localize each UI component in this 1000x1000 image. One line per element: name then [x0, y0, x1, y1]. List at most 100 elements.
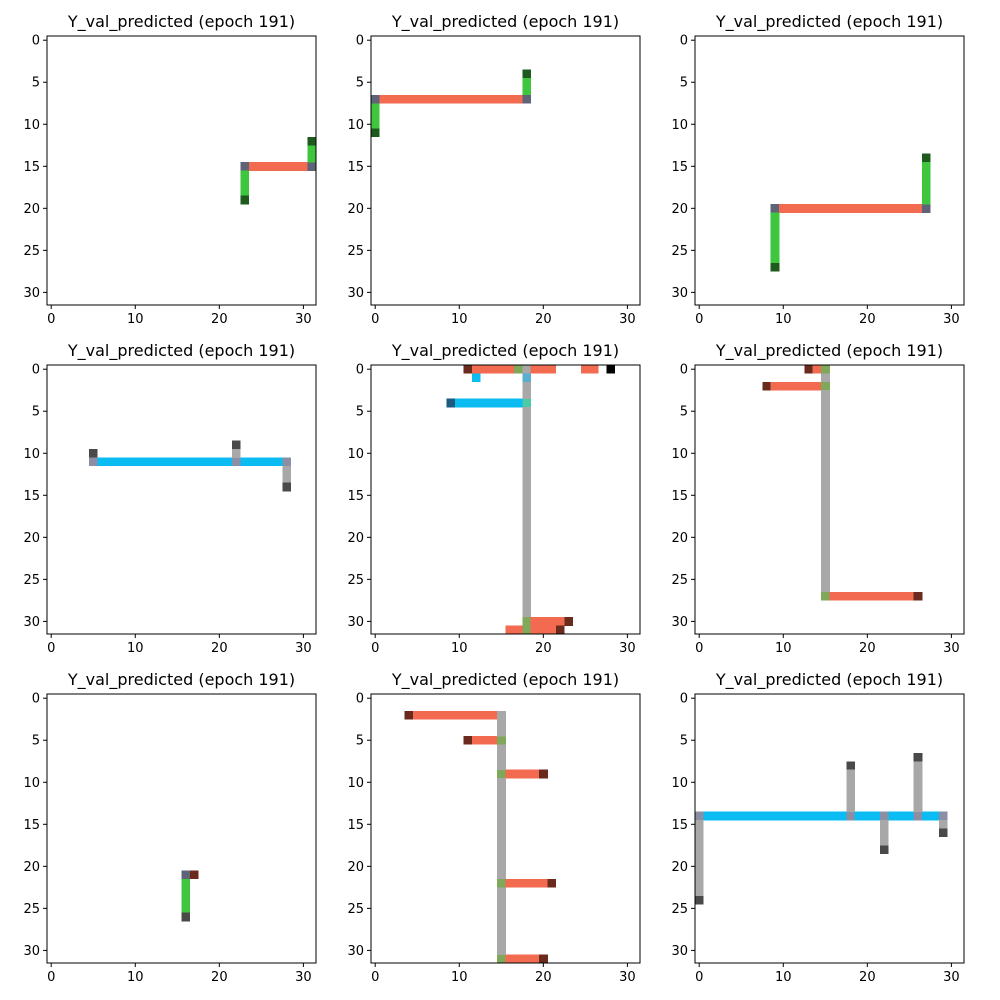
chart-7-xtick-label-1: 10: [451, 970, 468, 985]
chart-5-cell-40: [854, 591, 864, 601]
chart-1-title: Y_val_predicted (epoch 191): [391, 12, 619, 32]
chart-2-xtick-label-2: 20: [859, 312, 876, 327]
chart-8-cell-15: [821, 811, 830, 821]
chart-5-title: Y_val_predicted (epoch 191): [715, 341, 943, 361]
chart-7-cell-16: [497, 736, 506, 745]
chart-3-cell-12: [181, 457, 191, 467]
chart-4-ytick-label-5: 25: [347, 573, 364, 588]
chart-2-cell-3: [795, 204, 805, 213]
chart-8-ytick-label-6: 30: [671, 944, 688, 959]
chart-4-cell-5: [505, 365, 515, 374]
chart-4-cell-47: [522, 566, 532, 576]
chart-4-xtick-label-3: 30: [619, 641, 636, 656]
chart-1-cell-7: [429, 94, 439, 104]
chart-3-cell-7: [139, 457, 149, 467]
chart-7-cell-51: [497, 862, 506, 871]
chart-7-cell-30: [497, 954, 506, 964]
chart-8-axes-frame: [694, 693, 965, 964]
chart-6-ytick-label-3: 15: [23, 818, 40, 833]
chart-3-cell-20: [248, 457, 258, 467]
chart-2-cell-21: [770, 229, 780, 239]
chart-6-cell-4: [181, 895, 191, 905]
chart-7-cell-19: [513, 769, 523, 779]
chart-8-cell-51: [913, 794, 923, 804]
chart-8-cell-58: [938, 828, 948, 838]
chart-1-xtick-label-2: 20: [535, 312, 552, 327]
chart-5-xtick-label-2: 20: [859, 641, 876, 656]
chart-3-cell-17: [223, 457, 233, 467]
chart-4-cell-31: [522, 432, 532, 441]
chart-8-cell-39: [695, 895, 704, 905]
chart-4-cell-38: [522, 491, 532, 500]
chart-2-cell-25: [770, 262, 780, 272]
chart-5-cell-23: [821, 482, 830, 492]
chart-4-cell-30: [522, 423, 532, 433]
chart-7-ytick-label-3: 15: [347, 818, 364, 833]
chart-3-ytick-label-4: 20: [23, 531, 40, 546]
chart-7-cell-22: [539, 769, 548, 779]
chart-7-cell-57: [497, 920, 506, 930]
chart-1-ytick-label-5: 25: [347, 244, 364, 259]
chart-8-cell-13: [804, 811, 813, 821]
chart-7-ytick-label-0: 0: [356, 692, 364, 707]
chart-2-cell-19: [770, 212, 780, 222]
chart-7-cell-48: [497, 836, 506, 846]
chart-0-cell-5: [282, 162, 292, 171]
chart-5-ytick-label-5: 25: [671, 573, 688, 588]
chart-6-cell-0: [181, 870, 191, 880]
chart-6-xtick-label-2: 20: [211, 970, 228, 985]
chart-7-cell-27: [530, 878, 540, 888]
chart-2-cell-31: [921, 195, 931, 205]
chart-5-cell-32: [821, 558, 830, 568]
chart-4-ytick-label-1: 5: [356, 405, 364, 420]
chart-5-ytick-label-0: 0: [680, 363, 688, 378]
chart-4-panel: Y_val_predicted (epoch 191) 0 10 20 30 0 5 10 15…: [347, 341, 641, 656]
chart-4-cell-44: [522, 541, 532, 551]
chart-7-cell-50: [497, 853, 506, 863]
chart-7-title: Y_val_predicted (epoch 191): [391, 670, 619, 690]
chart-8-cell-24: [896, 811, 906, 821]
chart-4-cell-60: [513, 625, 523, 635]
chart-4-cell-1: [471, 365, 481, 374]
chart-1-cell-17: [513, 94, 523, 104]
chart-1-axes-frame: [370, 35, 641, 306]
chart-8-ytick-label-1: 5: [680, 734, 688, 749]
chart-4-cell-51: [522, 600, 532, 610]
chart-8-ytick-label-3: 15: [671, 818, 688, 833]
chart-5-cell-17: [821, 432, 830, 441]
chart-8-cell-33: [695, 845, 704, 855]
chart-5-cell-4: [770, 381, 780, 391]
chart-8-cell-9: [770, 811, 780, 821]
chart-3-cell-16: [215, 457, 224, 467]
chart-2-cell-9: [846, 204, 856, 213]
chart-3-cell-0: [89, 449, 98, 458]
chart-2-cell-0: [770, 204, 780, 213]
chart-1-cell-18: [522, 94, 532, 104]
chart-3-cell-18: [231, 457, 241, 467]
chart-6-ytick-label-2: 10: [23, 776, 40, 791]
chart-8-cell-38: [695, 887, 704, 897]
chart-6-axes-frame: [46, 693, 317, 964]
chart-4-cell-65: [555, 625, 565, 635]
chart-5-cell-34: [821, 575, 830, 584]
chart-2-ytick-label-4: 20: [671, 202, 688, 217]
chart-4-cell-40: [522, 507, 532, 517]
chart-1-cell-15: [497, 94, 506, 104]
chart-4-ytick-label-3: 15: [347, 489, 364, 504]
chart-3-xtick-label-1: 10: [127, 641, 144, 656]
chart-7-cell-54: [497, 895, 506, 905]
chart-8-cell-57: [938, 820, 948, 829]
chart-8-ytick-label-2: 10: [671, 776, 688, 791]
chart-4-cell-50: [522, 591, 532, 601]
chart-5-cell-45: [896, 591, 906, 601]
chart-1-cell-0: [371, 94, 380, 104]
chart-7-cell-15: [488, 736, 498, 745]
chart-4-cell-41: [522, 516, 532, 526]
chart-1-ytick-label-1: 5: [356, 76, 364, 91]
chart-5-cell-30: [821, 541, 830, 551]
chart-2-cell-18: [921, 204, 931, 213]
chart-7-cell-9: [480, 710, 489, 720]
chart-1-ytick-label-4: 20: [347, 202, 364, 217]
chart-3-cell-21: [257, 457, 266, 467]
chart-1-cell-25: [522, 86, 532, 96]
